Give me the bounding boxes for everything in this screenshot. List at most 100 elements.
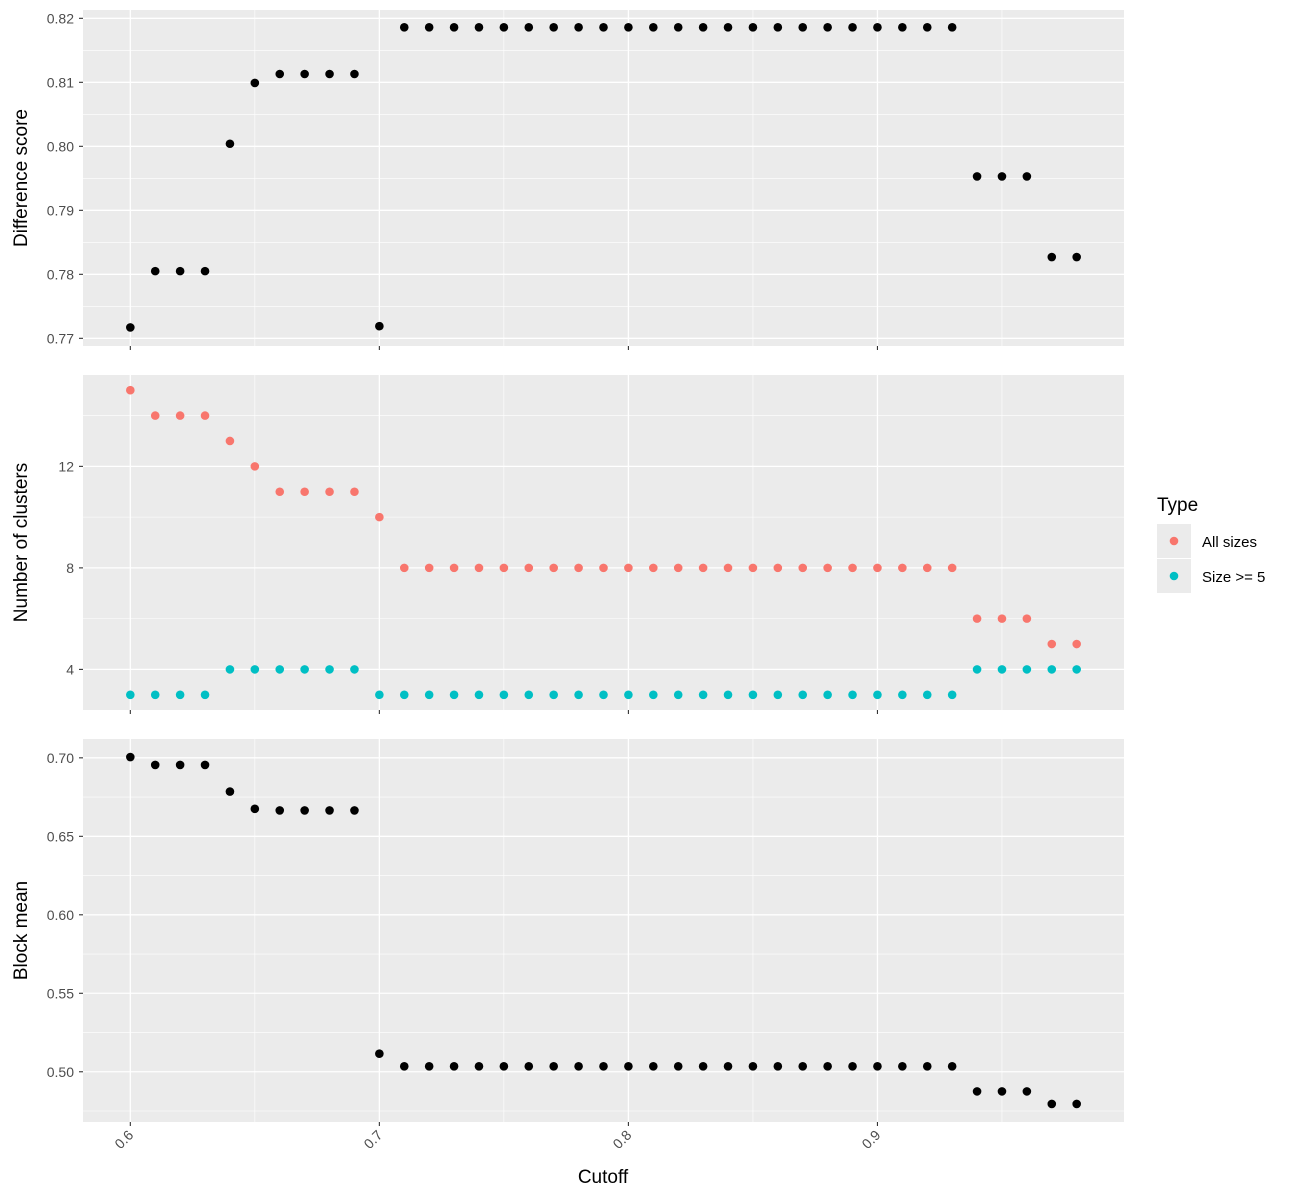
data-point	[325, 665, 334, 674]
data-point	[972, 1087, 982, 1096]
data-point	[599, 563, 608, 573]
data-point	[350, 806, 359, 815]
data-point	[350, 665, 359, 674]
data-point	[1047, 252, 1057, 262]
legend: Type All sizes Size >= 5	[1157, 495, 1265, 593]
data-point	[399, 22, 409, 32]
data-point	[673, 690, 683, 700]
data-point	[325, 69, 334, 79]
y-tick-label: 0.81	[47, 74, 74, 90]
data-point	[399, 563, 409, 573]
data-point	[424, 22, 434, 32]
data-point	[524, 563, 534, 573]
data-point	[748, 22, 758, 32]
data-point	[972, 172, 982, 181]
data-point	[499, 563, 509, 573]
legend-label-all-sizes: All sizes	[1202, 534, 1257, 551]
data-point	[574, 22, 583, 32]
data-point	[499, 22, 509, 32]
data-point	[275, 487, 285, 497]
data-point	[698, 690, 708, 700]
panel-difference-score: 0.77 0.78 0.79 0.80 0.81 0.82 Difference score	[11, 10, 1124, 350]
data-point	[175, 690, 185, 700]
data-point	[424, 563, 434, 573]
data-point	[1072, 639, 1081, 649]
data-point	[773, 690, 783, 700]
data-point	[549, 22, 558, 32]
data-point	[649, 22, 658, 32]
data-point	[922, 1061, 932, 1071]
data-point	[375, 690, 384, 700]
data-point	[873, 690, 882, 700]
series-points	[126, 22, 1081, 332]
data-point	[499, 690, 509, 700]
data-point	[424, 1061, 434, 1071]
data-point	[848, 563, 857, 573]
data-point	[300, 487, 309, 497]
data-point	[150, 266, 160, 276]
data-point	[524, 690, 534, 700]
data-point	[225, 139, 235, 149]
panel-block-mean: 0.50 0.55 0.60 0.65 0.70 Block mean 0.6 0.7 0.8 0…	[11, 739, 1124, 1152]
data-point	[823, 1061, 832, 1071]
data-point	[449, 1061, 459, 1071]
data-point	[524, 1061, 534, 1071]
data-point	[275, 69, 285, 79]
data-point	[723, 690, 733, 700]
data-point	[399, 1061, 409, 1071]
data-point	[823, 22, 832, 32]
data-point	[624, 1061, 633, 1071]
data-point	[1072, 665, 1081, 674]
data-point	[474, 22, 484, 32]
y-tick-label: 0.70	[47, 750, 74, 766]
data-point	[748, 563, 758, 573]
data-point	[798, 563, 808, 573]
data-point	[748, 1061, 758, 1071]
data-point	[649, 1061, 658, 1071]
y-axis-title: Number of clusters	[11, 463, 32, 622]
data-point	[474, 1061, 484, 1071]
data-point	[1047, 1099, 1057, 1109]
data-point	[748, 690, 758, 700]
data-point	[823, 690, 832, 700]
data-point	[649, 690, 658, 700]
data-point	[599, 22, 608, 32]
data-point	[375, 321, 384, 331]
data-point	[947, 563, 957, 573]
data-point	[126, 752, 135, 762]
data-point	[524, 22, 534, 32]
data-point	[698, 1061, 708, 1071]
data-point	[922, 563, 932, 573]
data-point	[250, 78, 260, 88]
data-point	[723, 1061, 733, 1071]
data-point	[424, 690, 434, 700]
data-point	[624, 563, 633, 573]
data-point	[325, 487, 334, 497]
series-all-sizes	[126, 385, 1081, 649]
data-point	[624, 22, 633, 32]
data-point	[350, 487, 359, 497]
data-point	[823, 563, 832, 573]
data-point	[574, 690, 583, 700]
data-point	[225, 436, 235, 446]
data-point	[150, 411, 160, 420]
data-point	[375, 1049, 384, 1059]
data-point	[972, 614, 982, 623]
data-point	[1022, 1087, 1032, 1096]
x-tick-label: 0.8	[609, 1127, 634, 1152]
data-point	[1022, 665, 1032, 674]
y-tick-label: 0.65	[47, 828, 74, 844]
data-point	[449, 22, 459, 32]
data-point	[947, 1061, 957, 1071]
y-tick-label: 8	[66, 560, 74, 576]
data-point	[698, 22, 708, 32]
data-point	[150, 690, 160, 700]
data-point	[200, 690, 210, 700]
y-tick-label: 4	[66, 661, 74, 677]
data-point	[449, 690, 459, 700]
data-point	[599, 690, 608, 700]
y-axis-title: Difference score	[11, 109, 32, 247]
x-axis-title: Cutoff	[578, 1167, 629, 1188]
data-point	[175, 266, 185, 276]
